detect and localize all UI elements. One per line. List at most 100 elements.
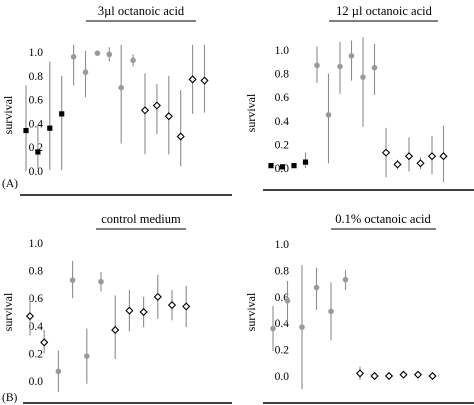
- y-tick-label: 0.2: [275, 139, 290, 151]
- data-point-diamond: [428, 371, 437, 381]
- data-point-diamond: [176, 132, 185, 141]
- data-point-circle: [328, 308, 334, 315]
- data-point-circle: [284, 297, 291, 304]
- panel-0-1pct-octanoic-acid: 0.1% octanoic acid survival 0.00.20.40.6…: [244, 212, 474, 404]
- data-point-circle: [106, 51, 113, 58]
- y-tick-label: 0.8: [275, 265, 290, 277]
- panel-title: 0.1% octanoic acid: [335, 212, 431, 226]
- y-tick-label: 0.8: [29, 71, 44, 83]
- panel-3ul-octanoic-acid: 3µl octanoic acid survival (A) 0.00.20.4…: [1, 4, 232, 196]
- y-tick-label: 0.6: [29, 293, 44, 305]
- data-point-diamond: [427, 152, 437, 161]
- data-point-diamond: [404, 152, 414, 161]
- y-ticks: 0.00.20.40.60.81.0: [275, 239, 290, 383]
- data-point-diamond: [111, 325, 120, 335]
- data-point-circle: [98, 278, 104, 285]
- data-point-diamond: [439, 152, 448, 161]
- y-ticks: 0.00.20.40.60.81.0: [29, 47, 44, 178]
- data-point-square: [302, 159, 309, 165]
- data-point-diamond: [381, 148, 391, 157]
- data-point-circle: [325, 112, 332, 118]
- y-tick-label: 0.4: [29, 321, 44, 333]
- data-point-square: [35, 149, 41, 155]
- y-tick-label: 0.4: [275, 116, 290, 128]
- data-point-square: [279, 164, 286, 170]
- data-point-diamond: [370, 371, 379, 381]
- data-point-diamond: [188, 75, 197, 84]
- panel-label: (A): [2, 178, 18, 190]
- data-point-circle: [360, 74, 366, 80]
- data-point-diamond: [384, 371, 394, 381]
- data-point-circle: [342, 276, 349, 283]
- data-point-circle: [84, 353, 90, 359]
- data-point-diamond: [139, 307, 148, 317]
- y-tick-label: 1.0: [29, 47, 44, 59]
- data-point-circle: [313, 284, 320, 291]
- data-point-square: [59, 111, 65, 117]
- y-tick-label: 0.0: [275, 371, 290, 383]
- data-point-circle: [55, 368, 62, 375]
- y-axis-label: survival: [244, 93, 258, 132]
- data-point-diamond: [413, 370, 423, 379]
- data-point-circle: [82, 69, 89, 76]
- y-tick-label: 0.6: [29, 95, 44, 107]
- data-point-circle: [69, 277, 76, 284]
- data-point-square: [268, 163, 274, 169]
- data-point-diamond: [125, 306, 134, 315]
- data-point-circle: [371, 64, 378, 71]
- y-tick-label: 0.0: [29, 166, 44, 178]
- y-tick-label: 1.0: [275, 45, 290, 57]
- data-point-diamond: [393, 160, 402, 169]
- data-point-circle: [337, 63, 343, 70]
- data-marks: [270, 265, 437, 390]
- data-point-diamond: [416, 159, 425, 168]
- data-point-diamond: [355, 369, 365, 378]
- panel-control-medium: control medium survival (B) 0.0 0.2 0.4 0.6…: [1, 212, 232, 404]
- panel-label: (B): [2, 392, 18, 404]
- y-axis-label: survival: [1, 95, 15, 134]
- data-point-circle: [70, 53, 77, 60]
- data-point-diamond: [182, 302, 191, 311]
- data-point-circle: [299, 324, 305, 330]
- data-point-diamond: [167, 301, 177, 310]
- data-point-diamond: [399, 370, 408, 379]
- y-ticks: 0.0 0.2 0.4 0.6 0.8 1.0: [29, 238, 44, 388]
- data-point-circle: [94, 50, 101, 56]
- data-point-circle: [270, 325, 276, 332]
- panel-12ul-octanoic-acid: 12 µl octanoic acid survival 0.00.20.40.…: [244, 4, 474, 191]
- data-point-diamond: [40, 338, 49, 347]
- data-point-diamond: [153, 292, 162, 301]
- y-tick-label: 0.4: [275, 318, 290, 330]
- data-point-circle: [348, 53, 355, 59]
- data-marks: [268, 37, 448, 183]
- data-point-diamond: [152, 101, 161, 110]
- data-point-square: [291, 163, 297, 169]
- y-tick-label: 1.0: [29, 238, 44, 250]
- data-point-circle: [130, 57, 136, 64]
- y-tick-label: 0.4: [29, 118, 44, 130]
- y-tick-label: 0.8: [29, 266, 44, 278]
- data-point-square: [23, 127, 29, 134]
- panel-title: 12 µl octanoic acid: [336, 4, 432, 18]
- data-point-diamond: [140, 106, 150, 115]
- data-marks: [23, 44, 209, 171]
- y-axis-label: survival: [244, 292, 258, 331]
- data-marks: [25, 260, 191, 393]
- data-point-circle: [314, 62, 320, 69]
- y-tick-label: 0.2: [29, 348, 44, 360]
- y-ticks: 0.00.20.40.60.81.0: [275, 45, 290, 175]
- data-point-diamond: [164, 112, 173, 121]
- panel-title: control medium: [101, 212, 181, 226]
- y-tick-label: 0.8: [275, 69, 290, 81]
- y-tick-label: 1.0: [275, 239, 290, 251]
- data-point-diamond: [25, 312, 35, 321]
- panel-title: 3µl octanoic acid: [98, 4, 185, 18]
- data-point-circle: [118, 84, 124, 91]
- data-point-diamond: [200, 76, 209, 85]
- y-tick-label: 0.0: [29, 376, 44, 388]
- y-tick-label: 0.2: [275, 345, 290, 357]
- data-point-square: [47, 125, 53, 131]
- y-axis-label: survival: [1, 292, 15, 331]
- y-tick-label: 0.6: [275, 92, 290, 104]
